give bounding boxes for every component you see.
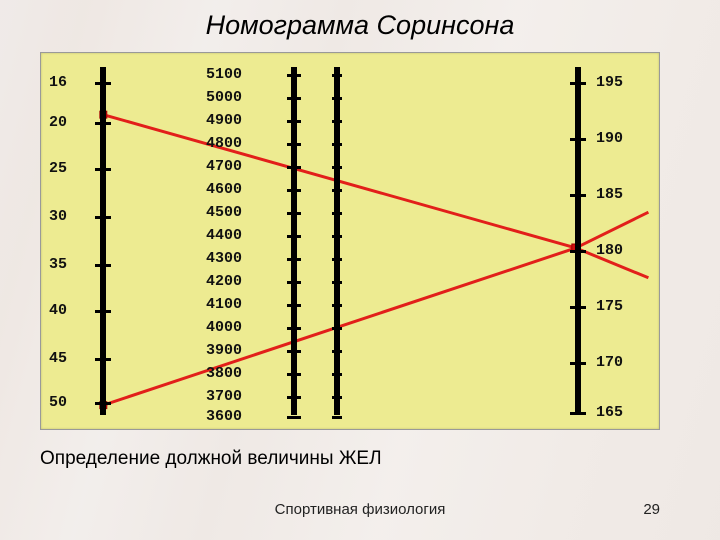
tick — [287, 281, 301, 284]
tick — [95, 122, 111, 125]
tick — [332, 166, 342, 169]
tick — [332, 120, 342, 123]
tick-label: 185 — [596, 186, 623, 203]
nomogram-svg — [41, 53, 659, 429]
tick — [570, 250, 586, 253]
tick — [570, 412, 586, 415]
tick — [95, 310, 111, 313]
tick-label: 40 — [49, 302, 67, 319]
tick-label: 3900 — [206, 342, 242, 359]
tick — [287, 304, 301, 307]
nomogram-chart: 16 20 25 30 35 40 45 50 5100 5000 4900 4800 4700 4600… — [40, 52, 660, 430]
tick — [95, 216, 111, 219]
page-number: 29 — [643, 501, 660, 518]
tick-label: 165 — [596, 404, 623, 421]
tick — [287, 166, 301, 169]
tick — [287, 373, 301, 376]
tick-label: 180 — [596, 242, 623, 259]
tick — [287, 416, 301, 419]
tick — [332, 74, 342, 77]
tick-label: 4700 — [206, 158, 242, 175]
tick — [332, 373, 342, 376]
tick-label: 4800 — [206, 135, 242, 152]
tick-label: 175 — [596, 298, 623, 315]
tick — [332, 350, 342, 353]
tick — [95, 402, 111, 405]
tick — [287, 143, 301, 146]
tick — [287, 327, 301, 330]
tick — [332, 327, 342, 330]
tick — [332, 235, 342, 238]
tick-label: 4100 — [206, 296, 242, 313]
tick-label: 35 — [49, 256, 67, 273]
tick-label: 50 — [49, 394, 67, 411]
tick — [332, 143, 342, 146]
tick-label: 5000 — [206, 89, 242, 106]
tick — [287, 212, 301, 215]
footer-text: Спортивная физиология — [0, 501, 720, 518]
tick — [332, 396, 342, 399]
tick-label: 5100 — [206, 66, 242, 83]
tick-label: 195 — [596, 74, 623, 91]
tick-label: 4400 — [206, 227, 242, 244]
tick-label: 45 — [49, 350, 67, 367]
tick — [570, 194, 586, 197]
tick-label: 190 — [596, 130, 623, 147]
tick-label: 170 — [596, 354, 623, 371]
tick-label: 30 — [49, 208, 67, 225]
tick — [332, 416, 342, 419]
tick-label: 3600 — [206, 408, 242, 425]
tick — [570, 138, 586, 141]
tick — [570, 82, 586, 85]
tick — [570, 362, 586, 365]
tick-label: 3800 — [206, 365, 242, 382]
tick-label: 4000 — [206, 319, 242, 336]
tick — [287, 235, 301, 238]
tick-label: 4200 — [206, 273, 242, 290]
page-title: Номограмма Соринсона — [0, 10, 720, 41]
subtitle: Определение должной величины ЖЕЛ — [40, 448, 382, 470]
tick — [95, 82, 111, 85]
tick — [287, 74, 301, 77]
tick-label: 4300 — [206, 250, 242, 267]
tick-label: 25 — [49, 160, 67, 177]
tick — [95, 264, 111, 267]
tick — [287, 120, 301, 123]
tick — [95, 358, 111, 361]
tick-label: 4900 — [206, 112, 242, 129]
tick — [287, 350, 301, 353]
tick — [570, 306, 586, 309]
tick-label: 3700 — [206, 388, 242, 405]
tick — [287, 258, 301, 261]
tick — [95, 168, 111, 171]
tick-label: 16 — [49, 74, 67, 91]
scale-left — [100, 67, 106, 415]
slide-container: Номограмма Соринсона 16 20 25 30 35 40 45 50 510… — [0, 0, 720, 540]
tick-label: 20 — [49, 114, 67, 131]
tick — [332, 281, 342, 284]
tick-label: 4600 — [206, 181, 242, 198]
tick-label: 4500 — [206, 204, 242, 221]
tick — [287, 97, 301, 100]
tick — [287, 396, 301, 399]
tick — [332, 258, 342, 261]
tick — [332, 304, 342, 307]
tick — [332, 189, 342, 192]
tick — [332, 212, 342, 215]
tick — [287, 189, 301, 192]
tick — [332, 97, 342, 100]
